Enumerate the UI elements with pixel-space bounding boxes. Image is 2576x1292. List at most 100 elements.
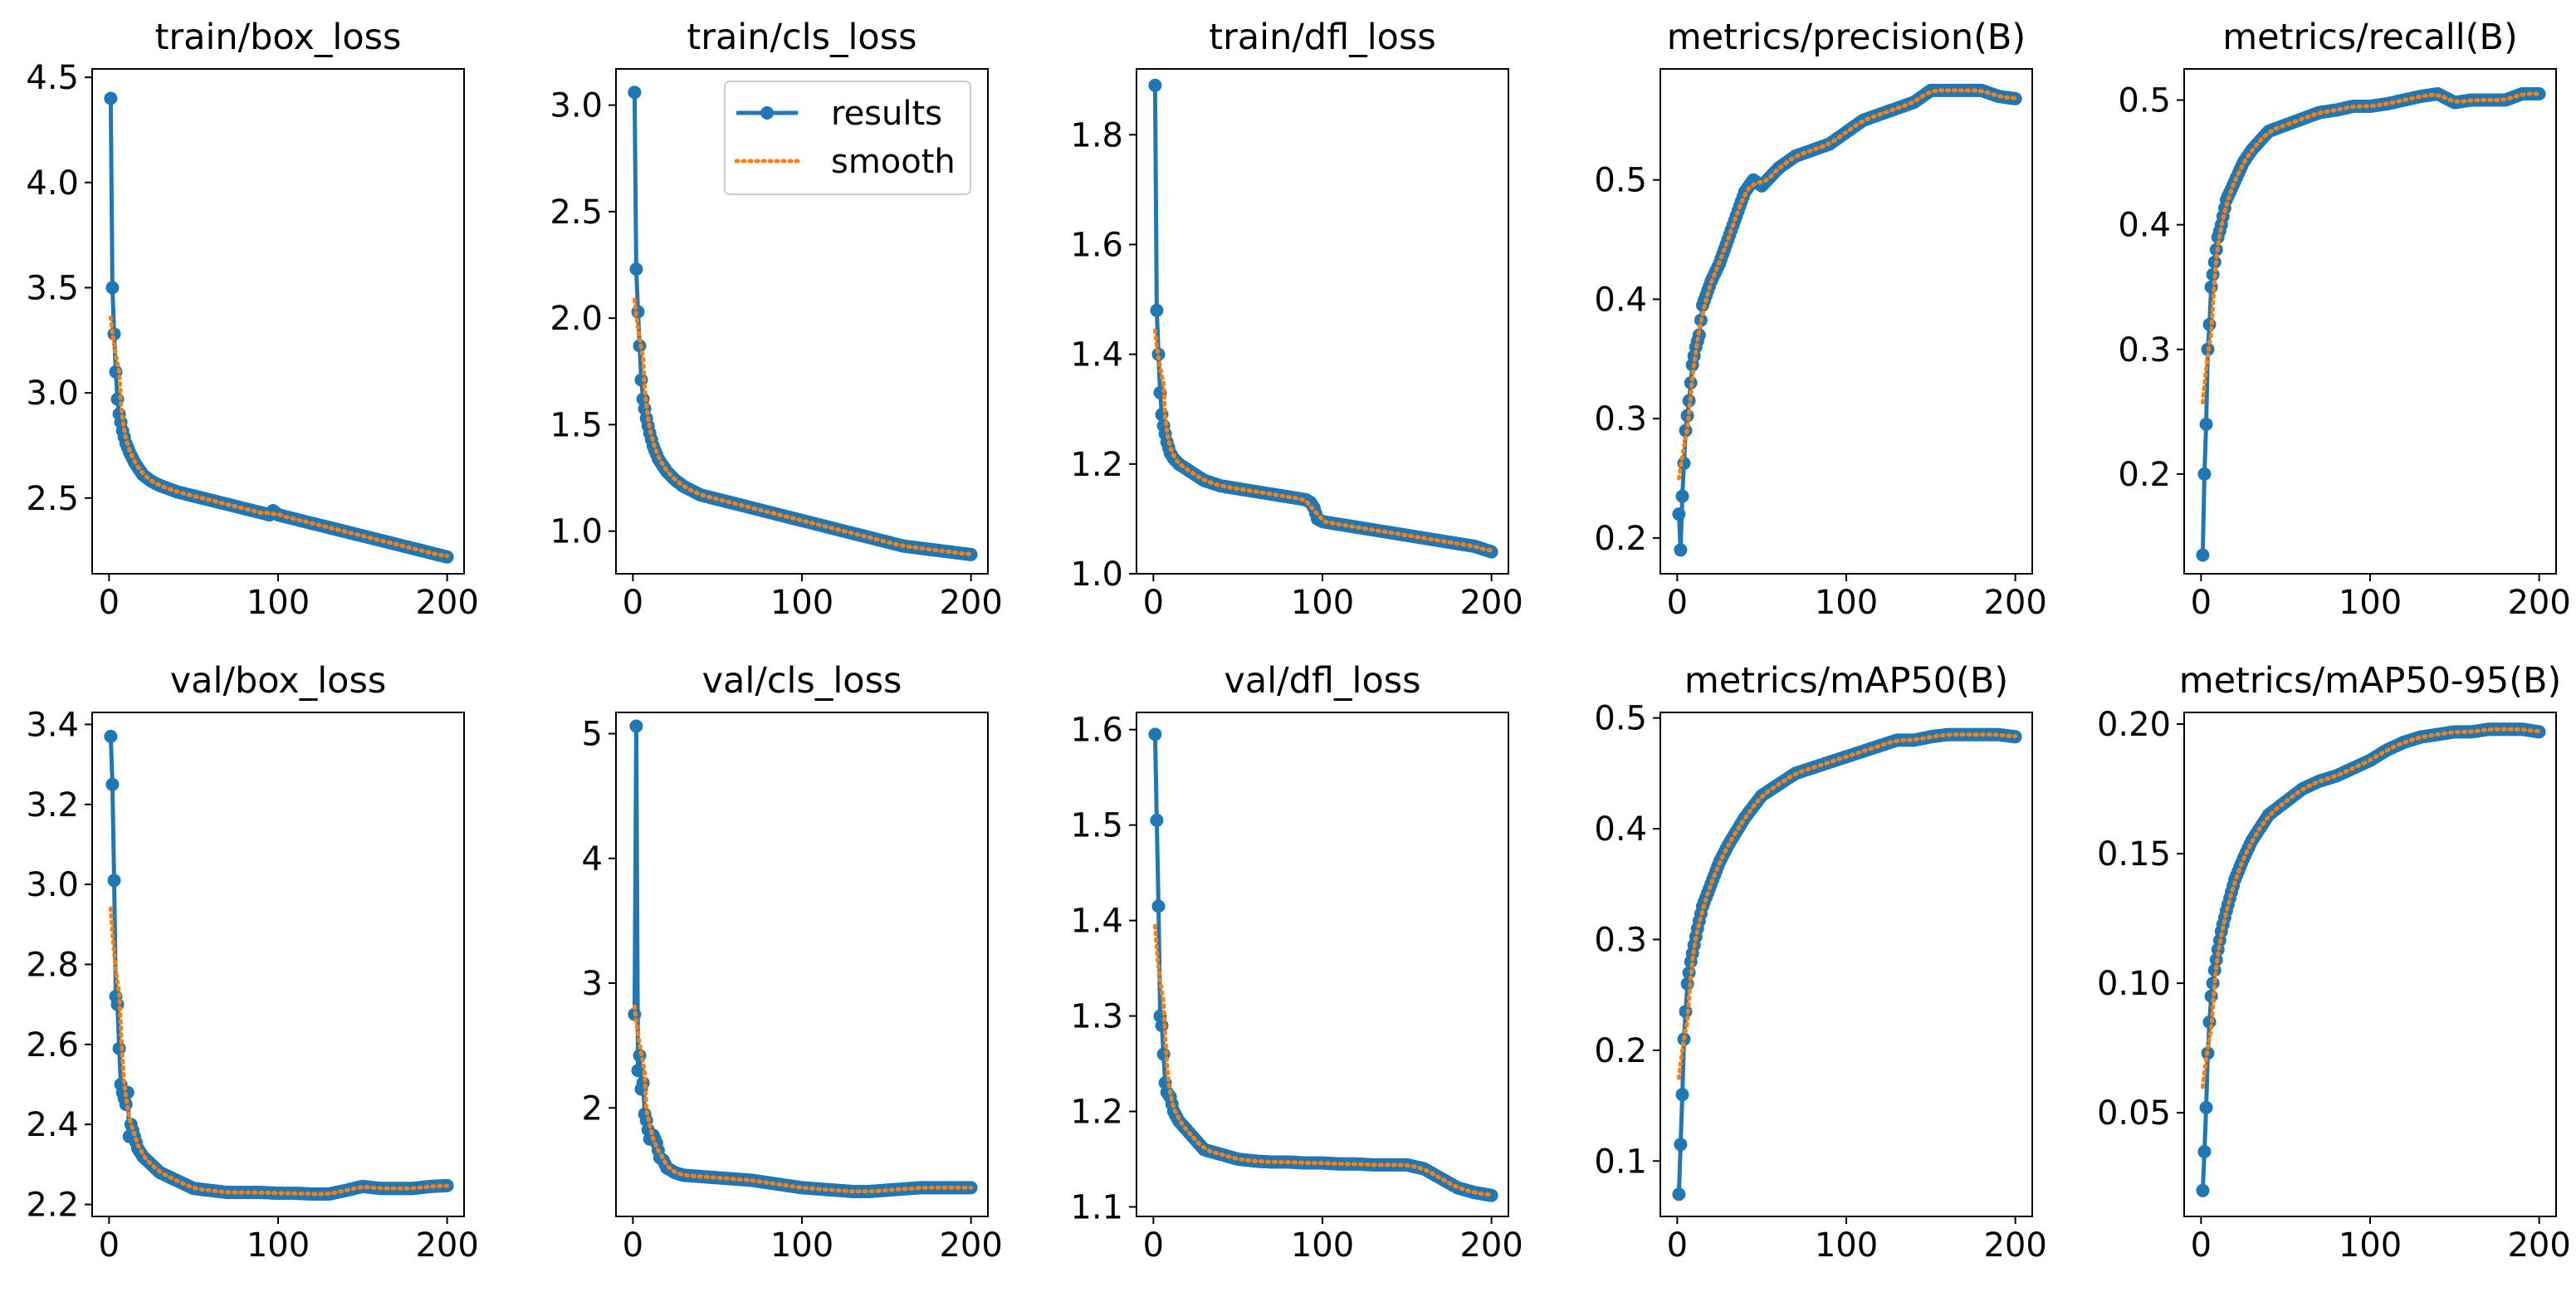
y-tick-label: 0.2 [1594, 520, 1647, 558]
smooth-line [108, 906, 450, 1197]
smooth-line [1152, 923, 1494, 1197]
subplot-6: val/cls_loss 0 100 200 2 3 4 5 [582, 660, 1003, 1265]
y-tick-label: 4 [582, 840, 603, 878]
y-tick-label: 0.05 [2097, 1094, 2171, 1133]
results-markers [1672, 83, 2022, 557]
y-tick-label: 3.0 [26, 374, 79, 413]
legend-smooth-label: smooth [831, 143, 956, 181]
x-tick-label: 100 [247, 584, 310, 622]
legend-results-marker [760, 106, 774, 120]
subplot-title: metrics/recall(B) [2222, 17, 2518, 58]
x-tick-label: 0 [2191, 1226, 2212, 1265]
data-point [1148, 78, 1162, 92]
smooth-line [2200, 727, 2542, 1089]
y-tick-label: 1.2 [1070, 446, 1123, 484]
subplot-5: val/box_loss 0 100 200 2.2 2.4 2.6 2.8 3.0 3.2 3.4 [26, 660, 478, 1265]
subplot-title: val/cls_loss [702, 660, 902, 702]
data-point [1675, 489, 1689, 503]
results-line [632, 724, 972, 1194]
x-tick-label: 200 [939, 1226, 1002, 1265]
x-tick-label: 100 [2339, 1226, 2402, 1265]
x-tick-label: 200 [2507, 1226, 2570, 1265]
data-point [2532, 87, 2546, 100]
subplot-title: metrics/mAP50-95(B) [2179, 660, 2562, 702]
x-tick-label: 200 [2507, 584, 2570, 622]
smooth-line [1676, 88, 2018, 481]
x-tick-label: 200 [1459, 584, 1523, 622]
y-tick-label: 0.3 [1594, 921, 1647, 959]
data-point [628, 86, 642, 100]
y-tick-label: 3.4 [26, 706, 79, 744]
x-tick-label: 100 [247, 1226, 310, 1265]
y-tick-label: 0.5 [1594, 162, 1647, 200]
y-tick-label: 1.4 [1070, 336, 1123, 374]
data-point [105, 777, 120, 791]
results-markers [104, 91, 454, 564]
y-tick-label: 2 [582, 1089, 603, 1128]
legend-results-label: results [831, 95, 942, 133]
smooth-line [108, 315, 450, 558]
data-point [1148, 727, 1162, 741]
y-tick-label: 3 [582, 965, 603, 1003]
data-point [105, 281, 120, 295]
y-tick-label: 2.5 [26, 480, 79, 518]
results-markers [1148, 78, 1498, 559]
axes-frame [91, 712, 465, 1217]
results-markers [2196, 87, 2546, 562]
data-point [2197, 467, 2212, 481]
x-tick-label: 0 [1143, 1226, 1164, 1265]
y-tick-label: 0.10 [2097, 965, 2171, 1003]
y-tick-label: 2.8 [26, 947, 79, 985]
results-line [2200, 91, 2540, 555]
y-tick-label: 0.4 [2118, 207, 2171, 245]
data-point [634, 373, 648, 387]
y-tick-label: 3.5 [26, 269, 79, 307]
data-point [1679, 1005, 1693, 1019]
results-line [2200, 727, 2540, 1191]
y-tick-label: 1.1 [1070, 1189, 1123, 1227]
axes-frame [2183, 68, 2557, 575]
x-tick-label: 200 [1983, 1226, 2046, 1265]
y-tick-label: 0.20 [2097, 706, 2171, 744]
smooth-line [2200, 91, 2542, 405]
x-tick-label: 100 [1291, 1226, 1354, 1265]
subplot-title: val/dfl_loss [1224, 660, 1420, 702]
subplot-title: train/box_loss [155, 17, 402, 58]
smooth-line [1676, 732, 2018, 1080]
x-tick-label: 200 [939, 584, 1002, 622]
y-tick-label: 1.6 [1070, 226, 1123, 264]
axes-frame [1659, 68, 2033, 575]
x-tick-label: 0 [623, 1226, 643, 1265]
axes-frame [615, 712, 989, 1217]
y-tick-label: 0.3 [1594, 400, 1647, 438]
y-tick-label: 3.0 [26, 866, 79, 904]
y-tick-label: 1.6 [1070, 712, 1123, 750]
subplot-title: train/cls_loss [687, 17, 917, 58]
x-tick-label: 200 [415, 1226, 478, 1265]
y-tick-label: 1.8 [1070, 116, 1123, 154]
y-tick-label: 2.0 [550, 300, 603, 338]
subplot-7: val/dfl_loss 0 100 200 1.1 1.2 1.3 1.4 1.5 1.6 [1070, 660, 1523, 1265]
y-tick-label: 1.5 [550, 406, 603, 444]
data-point [1150, 813, 1164, 827]
data-point [1150, 303, 1164, 317]
y-tick-label: 4.0 [26, 164, 79, 203]
subplot-title: val/box_loss [170, 660, 387, 702]
smooth-line [632, 297, 974, 556]
data-point [110, 997, 125, 1011]
y-tick-label: 1.0 [550, 513, 603, 551]
subplot-title: train/dfl_loss [1209, 17, 1436, 58]
subplot-title: metrics/precision(B) [1667, 17, 2026, 58]
results-line [1676, 88, 2016, 552]
y-tick-label: 1.5 [1070, 807, 1123, 845]
subplot-1: train/cls_loss 0 100 200 1.0 1.5 2.0 2.5 3.0 resu… [550, 17, 1002, 622]
smooth-line [1152, 328, 1494, 553]
data-point [1674, 1138, 1688, 1152]
x-tick-label: 100 [1815, 584, 1878, 622]
data-point [1672, 1187, 1686, 1201]
x-tick-label: 0 [1143, 584, 1164, 622]
results-markers [104, 729, 454, 1201]
data-point [631, 1064, 645, 1078]
data-point [1151, 899, 1166, 913]
results-markers [1672, 727, 2022, 1201]
